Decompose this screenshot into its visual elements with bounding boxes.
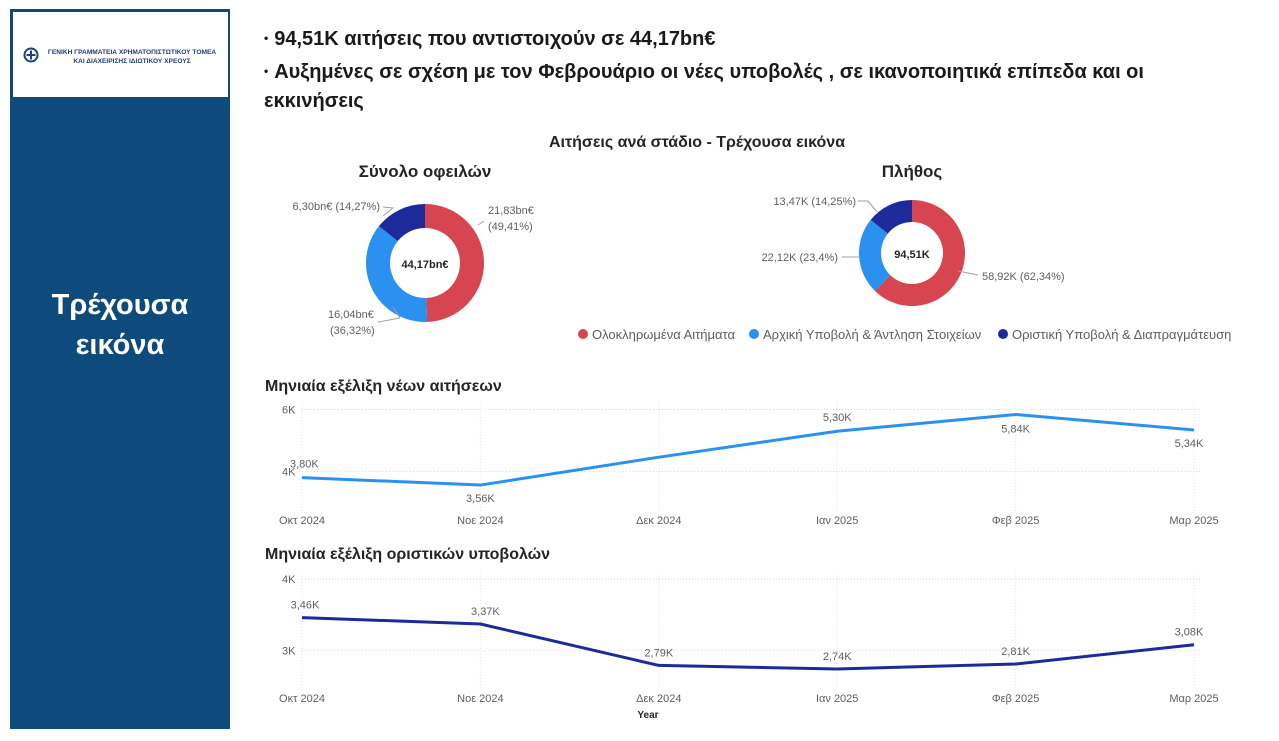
line-final-ytick-label: 4K: [282, 574, 296, 586]
donut-debt-label-final: 6,30bn€ (14,27%): [293, 201, 380, 213]
donut-debt-title: Σύνολο οφειλών: [359, 162, 492, 181]
line-final-xtick-label: Δεκ 2024: [636, 693, 681, 705]
donut-count-center-label: 94,51K: [894, 249, 930, 261]
line-chart-new-title: Μηνιαία εξέλιξη νέων αιτήσεων: [265, 378, 502, 395]
line-final-xtick-label: Μαρ 2025: [1169, 693, 1218, 705]
line-new-xtick-label: Ιαν 2025: [816, 515, 858, 527]
donut-debt-label-completed-value: 21,83bn€: [488, 205, 534, 217]
line-final-xtick-label: Νοε 2024: [457, 693, 504, 705]
line-new-data-label: 5,84K: [1001, 423, 1030, 435]
donut-debt-center-label: 44,17bn€: [401, 259, 448, 271]
line-final-data-label: 2,81K: [1001, 646, 1030, 658]
logo-line-1: ΓΕΝΙΚΗ ΓΡΑΜΜΑΤΕΙΑ ΧΡΗΜΑΤΟΠΙΣΤΩΤΙΚΟΥ ΤΟΜΕ…: [47, 49, 217, 56]
bullet-dot-icon: •: [264, 64, 269, 78]
summary-bullet-2: • Αυξημένες σε σχέση με τον Φεβρουάριο οι…: [264, 59, 1224, 115]
donut-debt-leader-line: [382, 206, 395, 217]
line-new-series-line: [301, 412, 1195, 487]
donut-section-title: Αιτήσεις ανά στάδιο - Τρέχουσα εικόνα: [549, 134, 845, 151]
sidebar-title: Τρέχουσα εικόνα: [10, 285, 230, 365]
organization-logo: ΓΕΝΙΚΗ ΓΡΑΜΜΑΤΕΙΑ ΧΡΗΜΑΤΟΠΙΣΤΩΤΙΚΟΥ ΤΟΜΕ…: [13, 12, 228, 97]
donut-chart-count: Πλήθος 94,51K 58,92K (62,34%) 22,12K (23…: [762, 162, 1065, 306]
line-new-ytick-label: 6K: [282, 405, 296, 417]
line-final-data-label: 3,46K: [291, 600, 320, 612]
donut-debt-label-initial-value: 16,04bn€: [328, 309, 374, 321]
line-final-xtick-label: Φεβ 2025: [992, 693, 1040, 705]
legend-label-final: Οριστική Υποβολή & Διαπραγμάτευση: [1012, 327, 1231, 342]
line-new-xtick-label: Δεκ 2024: [636, 515, 681, 527]
donut-debt-slice-completed[interactable]: [425, 204, 484, 322]
line-new-data-label: 5,30K: [823, 412, 852, 424]
legend-label-completed: Ολοκληρωμένα Αιτήματα: [592, 327, 735, 342]
donut-debt-leader-line: [377, 306, 401, 323]
line-final-xtick-label: Ιαν 2025: [816, 693, 858, 705]
donut-count-slice-initial[interactable]: [858, 219, 891, 291]
line-final-xtick-label: Οκτ 2024: [279, 693, 325, 705]
line-final-data-label: 2,79K: [644, 647, 673, 659]
chart-legend: Ολοκληρωμένα Αιτήματα Αρχική Υποβολή & Ά…: [578, 327, 1231, 342]
legend-label-initial: Αρχική Υποβολή & Άντληση Στοιχείων: [763, 327, 981, 342]
line-new-data-label: 3,56K: [466, 493, 495, 505]
summary-bullet-1-text: 94,51K αιτήσεις που αντιστοιχούν σε 44,1…: [274, 28, 716, 50]
logo-line-2: ΚΑΙ ΔΙΑΧΕΙΡΙΣΗΣ ΙΔΙΩΤΙΚΟΥ ΧΡΕΟΥΣ: [73, 58, 191, 65]
donut-count-title: Πλήθος: [882, 162, 943, 181]
line-final-series-line: [301, 616, 1195, 671]
sidebar-panel: [10, 9, 230, 729]
legend-marker-completed: [578, 329, 588, 339]
sidebar-title-line-1: Τρέχουσα: [51, 289, 189, 321]
donut-debt-slice-initial[interactable]: [366, 226, 428, 322]
line-chart-final-submissions: 4K 3K Οκτ 2024 Νοε 2024 Δεκ 2024 Ιαν 2025 Φεβ …: [279, 573, 1219, 721]
donut-debt-label-completed-pct: (49,41%): [488, 221, 533, 233]
donut-count-slice-completed[interactable]: [874, 200, 965, 306]
summary-bullet-2-text: Αυξημένες σε σχέση με τον Φεβρουάριο οι …: [264, 61, 1144, 112]
line-final-xaxis-title: Year: [637, 710, 658, 721]
line-new-ytick-label: 4K: [282, 466, 296, 478]
logo-text: ΓΕΝΙΚΗ ΓΡΑΜΜΑΤΕΙΑ ΧΡΗΜΑΤΟΠΙΣΤΩΤΙΚΟΥ ΤΟΜΕ…: [39, 48, 225, 66]
donut-chart-debt: Σύνολο οφειλών 44,17bn€ 21,83bn€ (49,41%…: [293, 162, 534, 337]
line-new-xtick-label: Μαρ 2025: [1169, 515, 1218, 527]
line-new-xtick-label: Οκτ 2024: [279, 515, 325, 527]
donut-count-leader-line: [957, 270, 979, 276]
donut-count-label-completed: 58,92K (62,34%): [982, 271, 1065, 283]
line-new-xtick-label: Φεβ 2025: [992, 515, 1040, 527]
donut-debt-slice-final[interactable]: [378, 204, 425, 242]
line-final-ytick-label: 3K: [282, 645, 296, 657]
line-final-data-label: 3,08K: [1175, 627, 1204, 639]
donut-count-label-initial: 22,12K (23,4%): [762, 252, 838, 264]
greek-emblem-icon: [23, 47, 39, 63]
legend-marker-initial: [749, 329, 759, 339]
donut-count-slice-final[interactable]: [870, 200, 912, 234]
line-final-data-label: 3,37K: [471, 606, 500, 618]
line-new-data-label: 3,80K: [290, 459, 319, 471]
line-new-data-label: 5,34K: [1175, 438, 1204, 450]
sidebar-title-line-2: εικόνα: [75, 329, 165, 361]
summary-bullet-1: • 94,51K αιτήσεις που αντιστοιχούν σε 44,…: [264, 28, 716, 51]
donut-debt-leader-line: [477, 220, 485, 226]
line-chart-new-applications: 6K 4K Οκτ 2024 Νοε 2024 Δεκ 2024 Ιαν 2025 Φεβ …: [279, 402, 1219, 527]
donut-count-label-final: 13,47K (14,25%): [773, 196, 856, 208]
bullet-dot-icon: •: [264, 31, 269, 45]
line-final-data-label: 2,74K: [823, 651, 852, 663]
line-new-xtick-label: Νοε 2024: [457, 515, 504, 527]
line-chart-final-title: Μηνιαία εξέλιξη οριστικών υποβολών: [265, 546, 550, 563]
legend-marker-final: [998, 329, 1008, 339]
donut-count-leader-line: [858, 200, 878, 213]
donut-debt-label-initial-pct: (36,32%): [330, 325, 375, 337]
